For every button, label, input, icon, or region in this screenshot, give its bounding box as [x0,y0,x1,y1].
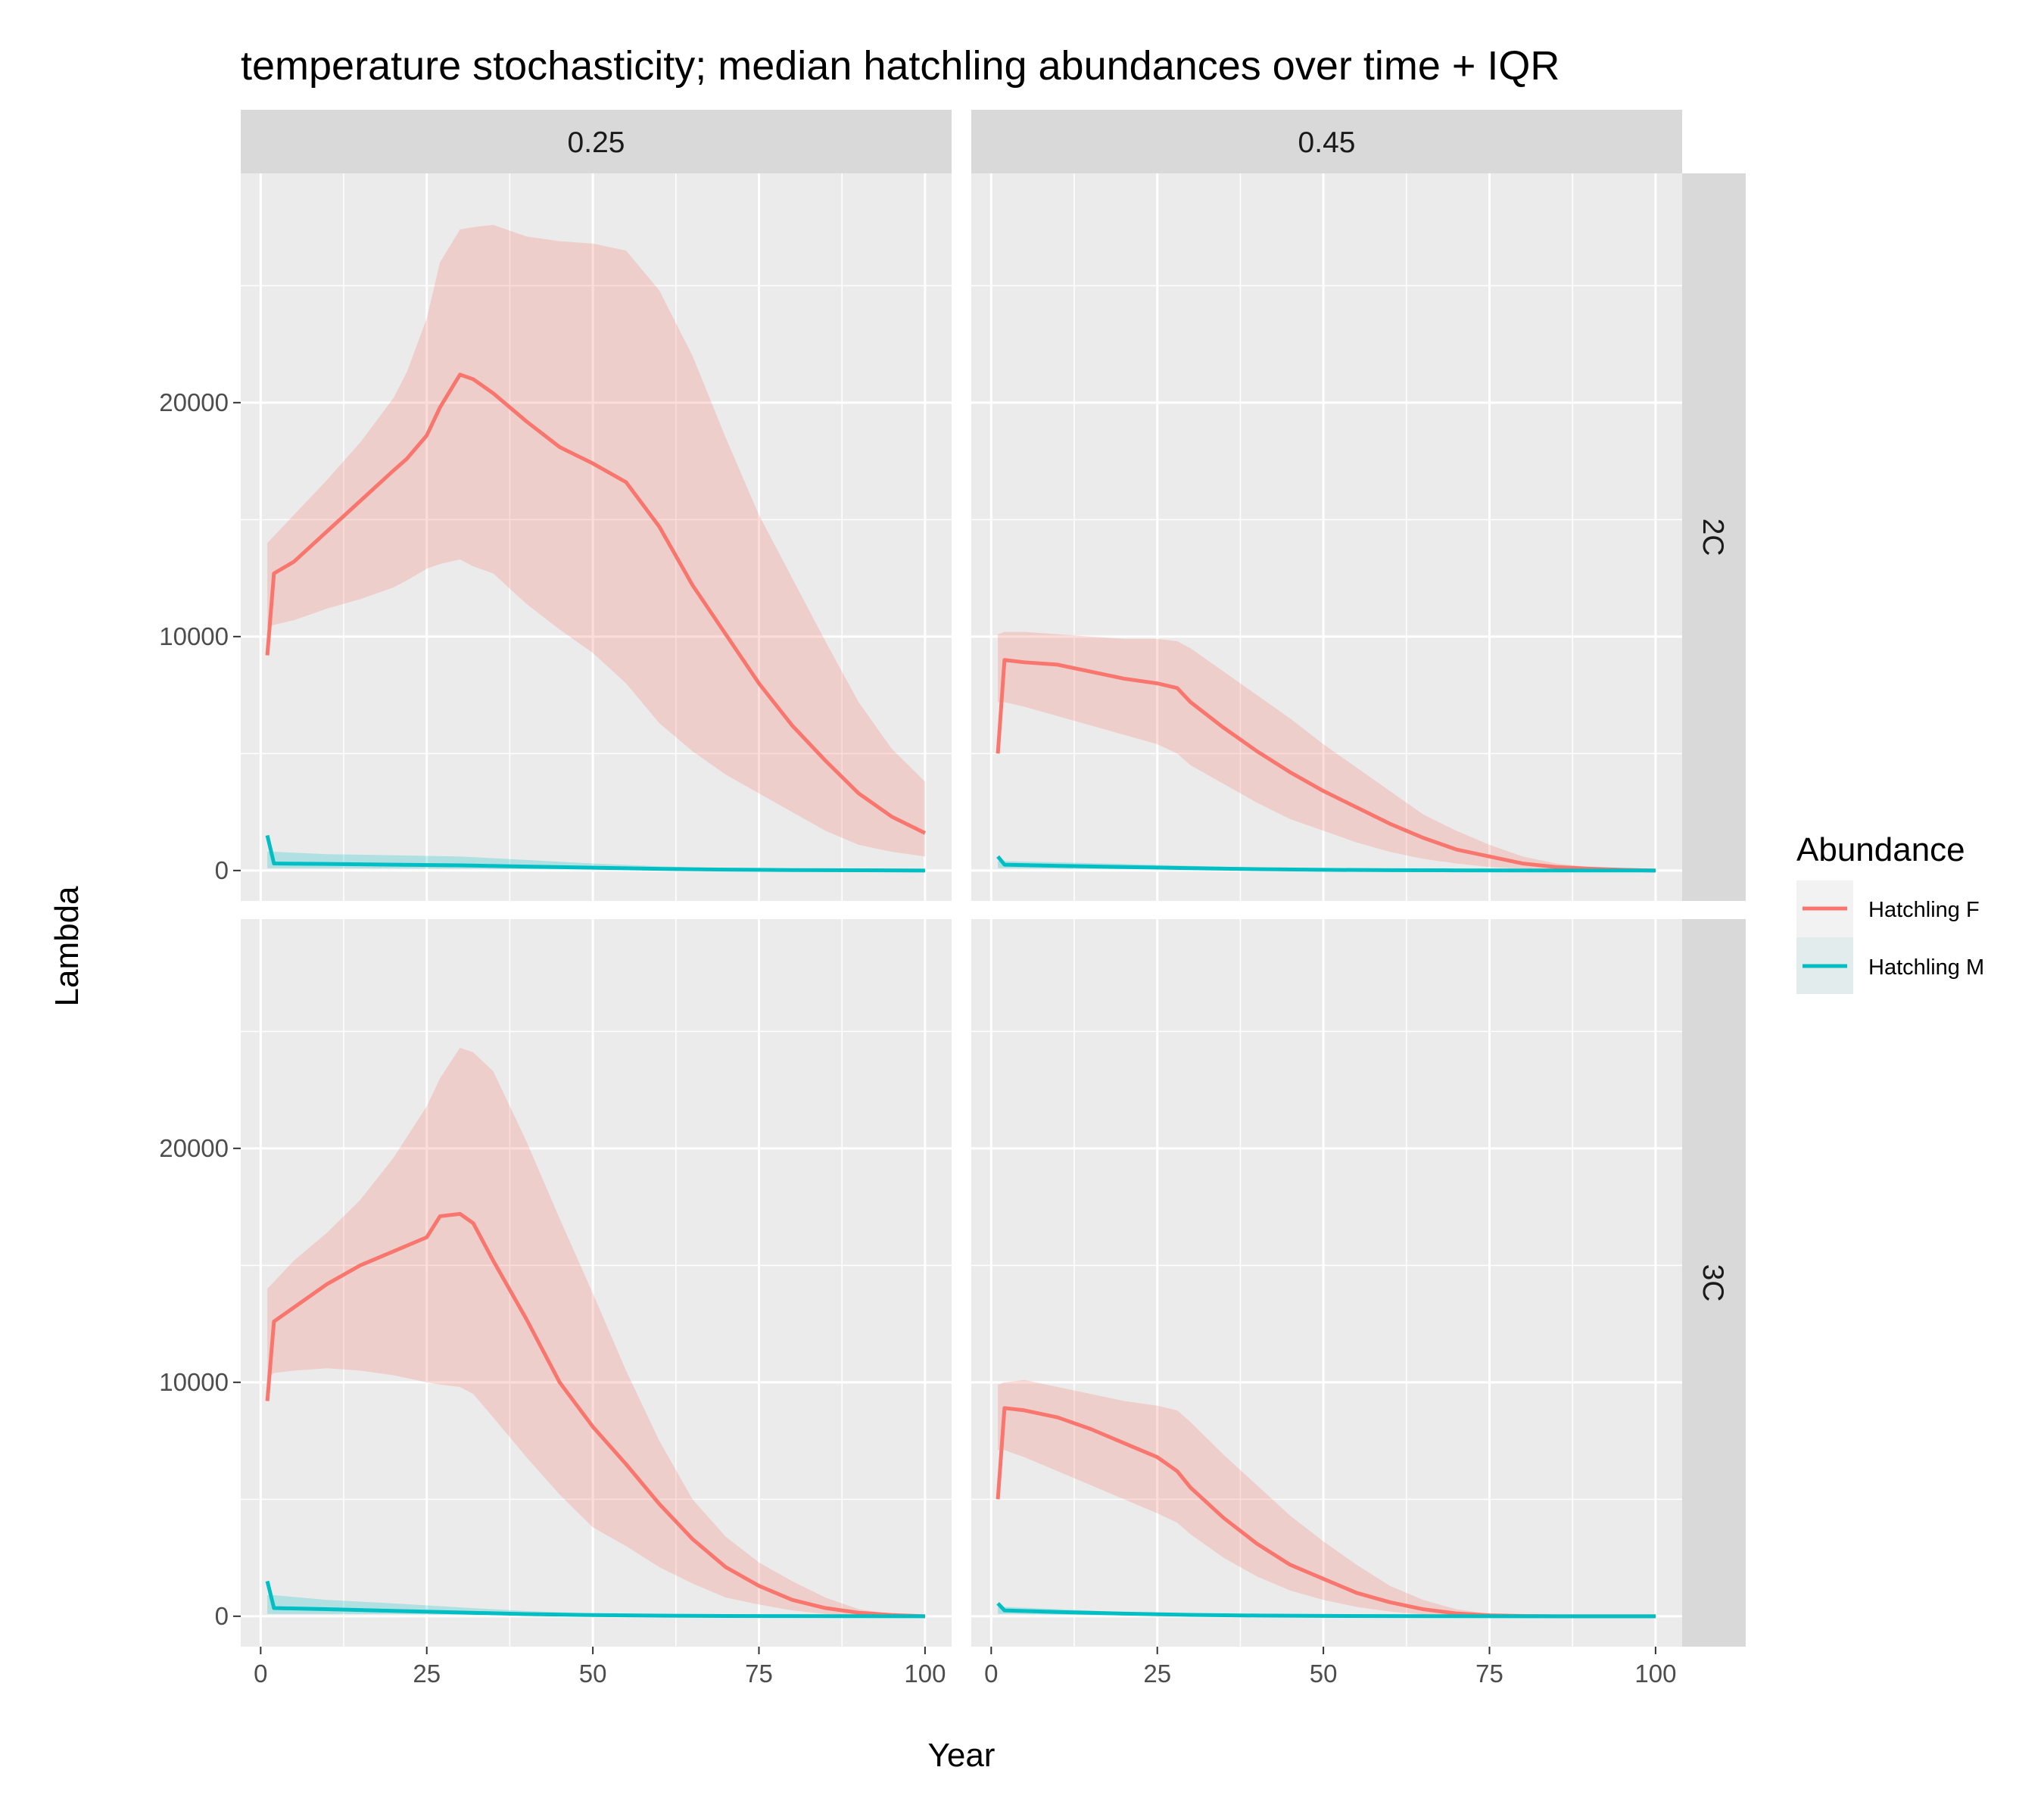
facet-strip-col-0-45 [971,110,1682,173]
median-line-hatchling-m [996,855,1656,873]
x-tick-label: 100 [1634,1660,1676,1688]
y-tick-label: 10000 [159,1368,229,1396]
panel-background [241,919,952,1647]
y-tick-label: 20000 [159,1134,229,1162]
median-line-hatchling-f [265,1211,925,1619]
y-axis-title: Lambda [48,886,86,1007]
panel-0-25-2c [241,173,952,901]
x-tick-label: 75 [1475,1660,1503,1688]
chart-title: temperature stochasticity; median hatchl… [241,43,1559,89]
facet-strip-row-label-2c: 2C [1697,519,1729,556]
y-tick-label: 20000 [159,388,229,416]
panel-0-45-3c [971,919,1682,1647]
x-tick-label: 25 [413,1660,441,1688]
median-line-hatchling-f [265,372,927,835]
facet-strip-row-label-3c: 3C [1697,1264,1729,1302]
panel-0-45-2c [971,173,1682,901]
median-line-hatchling-m [265,1580,925,1619]
iqr-ribbon-hatchling-f [267,224,925,857]
legend-title: Abundance [1796,831,1965,868]
iqr-ribbon-hatchling-f [267,1047,925,1616]
facet-panels: 0.25 0.45 2C 3C [241,110,1746,1647]
median-line-hatchling-m [996,1602,1656,1619]
facet-strip-col-label-0-25: 0.25 [568,126,625,159]
panel-background [971,173,1682,901]
x-tick-label: 25 [1143,1660,1171,1688]
x-axis-title: Year [928,1737,996,1774]
axes: 0 10000 20000 0 10000 20000 0 25 50 75 100 0 25 50 75 1… [159,388,1676,1688]
x-tick-label: 50 [1310,1660,1338,1688]
median-line-hatchling-m [265,834,925,873]
x-tick-label: 50 [579,1660,607,1688]
x-tick-label: 100 [904,1660,946,1688]
x-tick-label: 75 [745,1660,773,1688]
panel-0-25-3c [241,919,952,1647]
iqr-ribbon-hatchling-f [998,1379,1656,1616]
facet-strip-row-3c [1682,919,1746,1647]
y-tick-label: 0 [215,856,229,884]
facet-strip-col-label-0-45: 0.45 [1298,126,1356,159]
y-tick-label: 0 [215,1602,229,1630]
facet-strip-row-2c [1682,173,1746,901]
panel-background [241,173,952,901]
panel-background [971,919,1682,1647]
legend-label-hatchling-f: Hatchling F [1868,898,1980,922]
facet-strip-col-0-25 [241,110,952,173]
y-tick-label: 10000 [159,622,229,650]
x-tick-label: 0 [254,1660,267,1688]
legend-label-hatchling-m: Hatchling M [1868,955,1984,980]
x-tick-label: 0 [984,1660,998,1688]
legend: Abundance Hatchling F Hatchling M [1796,831,1984,994]
median-line-hatchling-f [996,658,1656,873]
iqr-ribbon-hatchling-f [998,631,1656,871]
